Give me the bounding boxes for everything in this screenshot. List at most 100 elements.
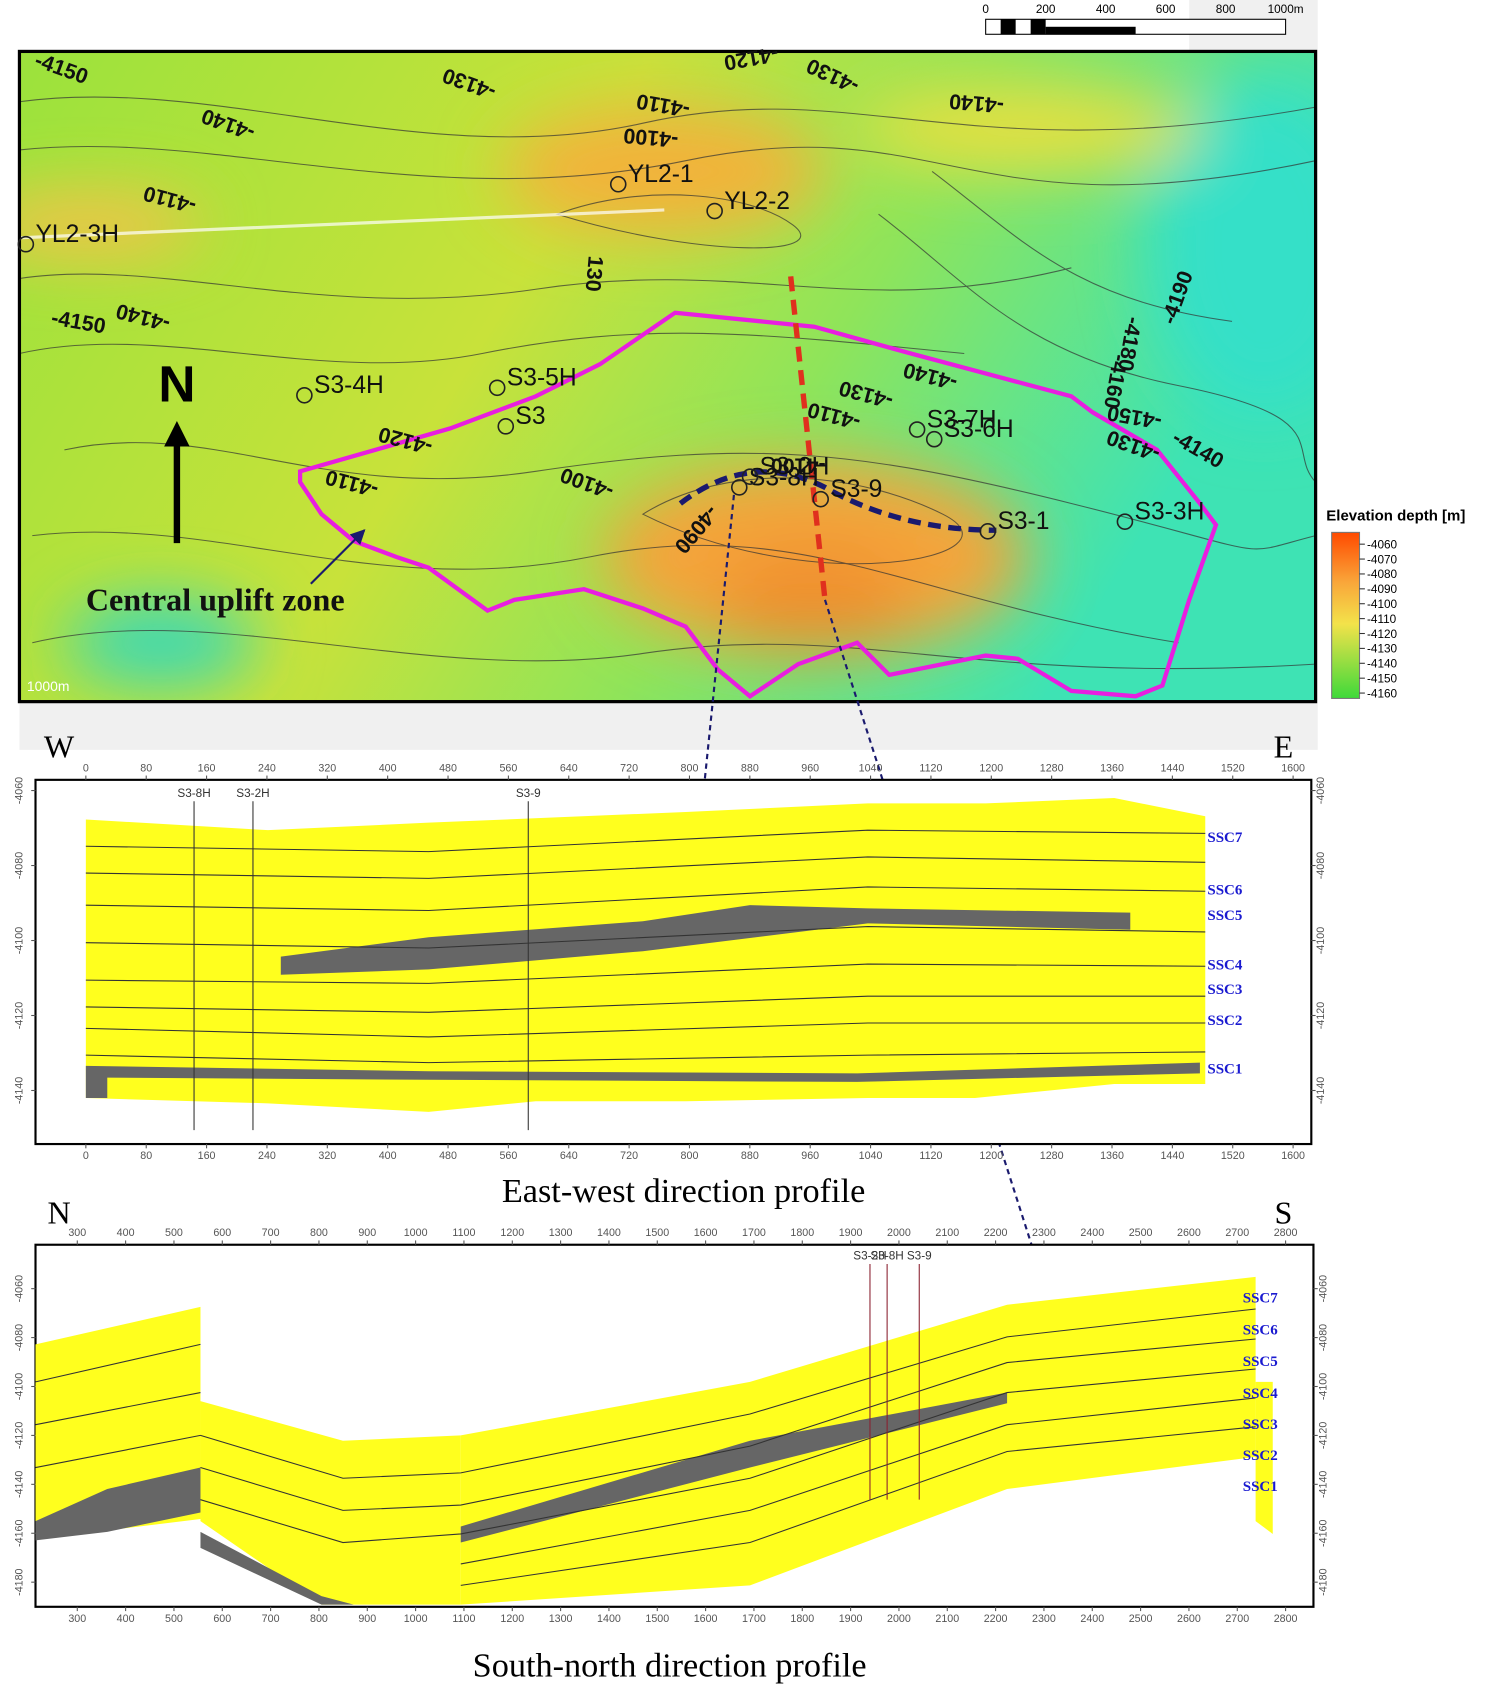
- layer-label: SSC6: [1243, 1323, 1278, 1339]
- x-tick-label: 700: [262, 1227, 280, 1239]
- legend-label: -4110: [1367, 613, 1397, 626]
- well-label: S3-2H: [236, 787, 269, 800]
- y-tick-label: -4120: [14, 1422, 26, 1449]
- x-tick-label: 1440: [1160, 762, 1184, 774]
- x-tick-label: 900: [358, 1227, 376, 1239]
- x-tick-label: 2800: [1274, 1613, 1298, 1625]
- x-tick-label: 2400: [1080, 1227, 1104, 1239]
- well-label: YL2-2: [724, 188, 790, 215]
- scale-label: 800: [1216, 3, 1236, 16]
- x-tick-label: 160: [198, 762, 216, 774]
- well-symbol: [497, 418, 515, 435]
- well-label: YL2-1: [628, 161, 694, 188]
- well-label: S3-6H: [944, 416, 1014, 443]
- x-tick-label: 1900: [839, 1227, 863, 1239]
- x-tick-label: 400: [379, 1150, 397, 1162]
- x-tick-label: 720: [620, 1150, 638, 1162]
- layer-label: SSC5: [1243, 1354, 1278, 1370]
- x-tick-label: 400: [117, 1227, 135, 1239]
- x-tick-label: 1700: [742, 1613, 766, 1625]
- x-tick-label: 1200: [979, 762, 1003, 774]
- layer-label: SSC2: [1243, 1448, 1278, 1464]
- x-tick-label: 2200: [984, 1227, 1008, 1239]
- x-tick-label: 800: [681, 762, 699, 774]
- x-tick-label: 1200: [979, 1150, 1003, 1162]
- x-tick-label: 800: [310, 1227, 328, 1239]
- x-tick-label: 1360: [1100, 762, 1124, 774]
- legend-label: -4060: [1367, 538, 1398, 551]
- y-tick-label: -4060: [14, 777, 26, 804]
- layer-label: SSC5: [1207, 908, 1242, 924]
- legend-label: -4130: [1367, 643, 1398, 656]
- well-label: S3-1: [997, 508, 1049, 535]
- x-tick-label: 1520: [1221, 762, 1245, 774]
- y-tick-label: -4140: [14, 1077, 26, 1104]
- x-tick-label: 700: [262, 1613, 280, 1625]
- x-tick-label: 240: [258, 1150, 276, 1162]
- well-label: S3-5H: [507, 365, 577, 392]
- y-tick-label: -4140: [14, 1471, 26, 1498]
- well-label: YL2-3H: [36, 221, 119, 248]
- scale-label: 400: [1096, 3, 1116, 16]
- well-symbol: [488, 379, 506, 397]
- x-tick-label: 1120: [919, 1150, 942, 1162]
- well-symbol: [17, 235, 35, 253]
- well-symbol: [925, 430, 943, 448]
- x-tick-label: 1600: [694, 1613, 718, 1625]
- y-tick-label: -4080: [1315, 852, 1327, 879]
- layer-label: SSC3: [1243, 1417, 1278, 1433]
- x-tick-label: 640: [560, 762, 578, 774]
- x-tick-label: 160: [198, 1150, 216, 1162]
- layer-label: SSC7: [1207, 830, 1242, 846]
- x-tick-label: 480: [439, 1150, 457, 1162]
- x-tick-label: 300: [68, 1227, 86, 1239]
- x-tick-label: 2200: [984, 1613, 1008, 1625]
- y-tick-label: -4140: [1315, 1077, 1327, 1104]
- x-tick-label: 1300: [549, 1613, 573, 1625]
- x-tick-label: 2400: [1080, 1613, 1104, 1625]
- map-frame: [17, 49, 1318, 704]
- well-symbol: [706, 202, 723, 220]
- link-arrow: [695, 494, 735, 811]
- x-tick-label: 1000: [404, 1227, 428, 1239]
- y-tick-label: -4060: [14, 1275, 26, 1302]
- x-tick-label: 400: [117, 1613, 135, 1625]
- x-tick-label: 300: [68, 1613, 86, 1625]
- x-tick-label: 0: [83, 762, 89, 774]
- x-tick-label: 1500: [645, 1227, 669, 1239]
- x-tick-label: 800: [681, 1150, 699, 1162]
- x-tick-label: 0: [83, 1150, 89, 1162]
- x-tick-label: 1000: [404, 1613, 428, 1625]
- well-symbol: [741, 468, 759, 485]
- direction-label: E: [1274, 728, 1294, 764]
- x-tick-label: 80: [140, 762, 152, 774]
- x-tick-label: 1700: [742, 1227, 766, 1239]
- x-tick-label: 560: [499, 1150, 517, 1162]
- x-tick-label: 1200: [500, 1227, 524, 1239]
- x-tick-label: 1040: [859, 762, 883, 774]
- profile-title: East-west direction profile: [502, 1172, 865, 1210]
- direction-label: N: [47, 1194, 70, 1230]
- well-label: S3-2H: [760, 454, 830, 481]
- legend-label: -4150: [1367, 672, 1398, 685]
- x-tick-label: 1120: [919, 762, 942, 774]
- well-label: S3-9: [830, 476, 882, 503]
- y-tick-label: -4080: [14, 852, 26, 879]
- y-tick-label: -4160: [1317, 1520, 1329, 1547]
- contour-label: -4100: [622, 123, 679, 152]
- x-tick-label: 320: [318, 762, 336, 774]
- legend-label: -4120: [1367, 628, 1398, 641]
- x-tick-label: 2100: [935, 1613, 959, 1625]
- well-label: S3-9: [516, 787, 541, 800]
- contour-label: -4140: [948, 89, 1005, 118]
- well-label: S3-2H: [853, 1250, 886, 1263]
- legend-label: -4070: [1367, 553, 1398, 566]
- north-label: N: [158, 355, 195, 413]
- zone-label: Central uplift zone: [86, 582, 345, 618]
- ew-section-line: [678, 469, 997, 533]
- x-tick-label: 320: [318, 1150, 336, 1162]
- x-tick-label: 600: [213, 1227, 231, 1239]
- x-tick-label: 2700: [1225, 1227, 1249, 1239]
- x-tick-label: 720: [620, 762, 638, 774]
